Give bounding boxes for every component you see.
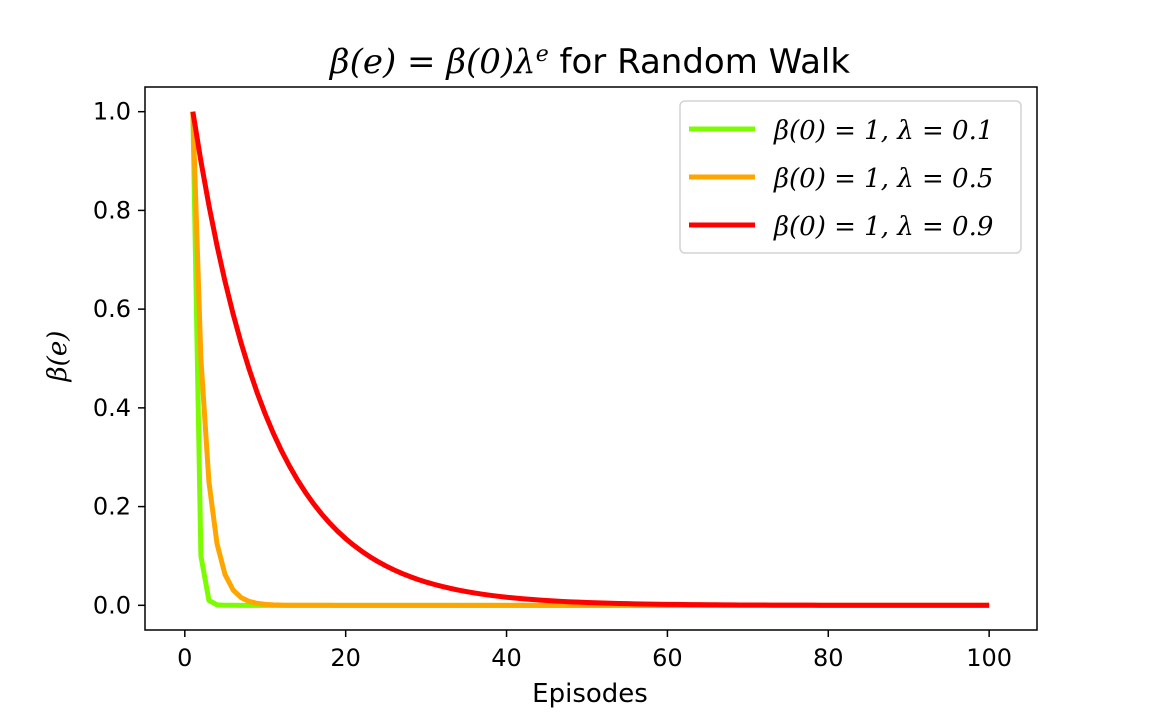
legend-label-2: β(0) = 1, λ = 0.5 bbox=[773, 164, 993, 194]
y-tick-label-0: 0.0 bbox=[93, 591, 131, 619]
chart-title-superscript: e bbox=[536, 42, 549, 67]
x-tick-label-0: 0 bbox=[177, 644, 192, 672]
legend-label-1: β(0) = 1, λ = 0.1 bbox=[773, 116, 993, 146]
x-tick-label-2: 40 bbox=[491, 644, 522, 672]
series-line-3 bbox=[190, 111, 990, 608]
axes-layer bbox=[144, 86, 1038, 631]
x-tick-label-1: 20 bbox=[330, 644, 361, 672]
legend: β(0) = 1, λ = 0.1 β(0) = 1, λ = 0.5 β(0) =… bbox=[679, 100, 1022, 254]
y-tick-label-5: 1.0 bbox=[93, 98, 131, 126]
chart-title-tail: for Random Walk bbox=[549, 42, 851, 82]
chart-title-lead: β(e) = β(0)λ bbox=[328, 42, 536, 82]
plot-layer bbox=[190, 111, 990, 608]
x-tick-label-5: 100 bbox=[966, 644, 1012, 672]
plot-frame bbox=[144, 86, 1038, 631]
y-tick-label-3: 0.6 bbox=[93, 295, 131, 323]
legend-label-3: β(0) = 1, λ = 0.9 bbox=[773, 212, 993, 242]
y-tick-label-4: 0.8 bbox=[93, 196, 131, 224]
x-tick-label-3: 60 bbox=[652, 644, 683, 672]
chart-title: β(e) = β(0)λe for Random Walk bbox=[328, 42, 850, 83]
x-axis-label: Episodes bbox=[532, 679, 648, 709]
legend-box bbox=[679, 100, 1022, 254]
ticks-layer: 0 20 40 60 80 100 0.0 0.2 0.4 0.6 0.8 1.0 bbox=[93, 98, 1012, 672]
y-axis-label: β(e) bbox=[43, 331, 73, 383]
x-tick-label-4: 80 bbox=[813, 644, 844, 672]
y-tick-label-1: 0.2 bbox=[93, 493, 131, 521]
y-tick-label-2: 0.4 bbox=[93, 394, 131, 422]
